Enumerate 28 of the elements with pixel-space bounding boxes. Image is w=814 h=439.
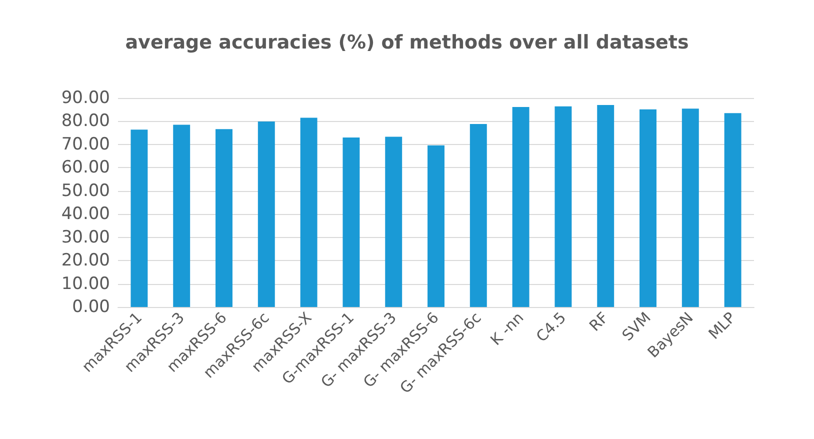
x-tick-label: K -nn [486, 308, 528, 349]
y-tick-label: 60.00 [61, 158, 110, 178]
y-tick-label: 90.00 [61, 88, 110, 108]
bar [640, 109, 656, 307]
bar [130, 130, 148, 307]
y-tick-label: 0.00 [72, 297, 110, 317]
y-tick-label: 50.00 [61, 180, 110, 201]
chart-title: average accuracies (%) of methods over all datasets [125, 32, 689, 54]
bar [258, 121, 275, 307]
bar [342, 137, 360, 307]
bar [300, 118, 318, 307]
y-tick-label: 40.00 [61, 204, 110, 224]
y-tick-label: 80.00 [61, 111, 110, 132]
y-tick-label: 20.00 [61, 250, 110, 271]
bar [428, 145, 444, 307]
bar [724, 113, 742, 307]
bar [470, 124, 487, 307]
bar [173, 124, 190, 307]
x-tick-label: RF [586, 308, 612, 335]
y-tick-label: 30.00 [61, 227, 110, 248]
bar [385, 136, 402, 307]
y-tick-label: 70.00 [61, 134, 110, 154]
bar [554, 106, 572, 307]
y-tick-label: 10.00 [61, 274, 110, 294]
bar [682, 108, 699, 307]
bar [216, 129, 232, 307]
bar [597, 104, 614, 307]
bar [512, 107, 530, 307]
